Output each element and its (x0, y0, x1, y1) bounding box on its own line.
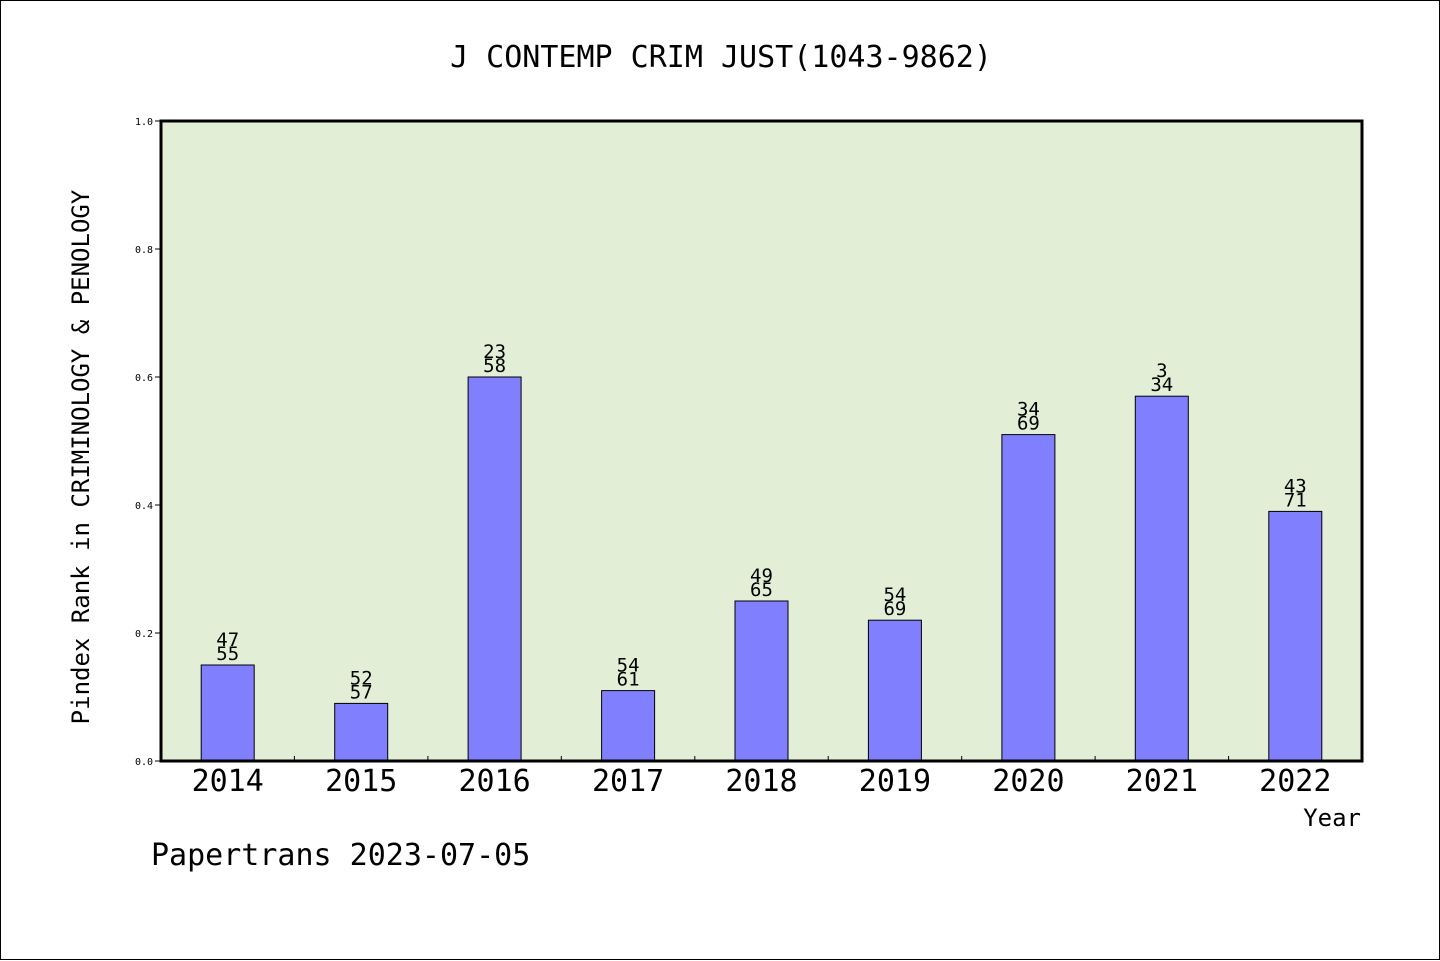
plot-border (159, 119, 1364, 763)
x-axis-label: Year (1303, 804, 1361, 832)
bar-2015 (334, 702, 389, 762)
bar-2022 (1268, 510, 1323, 762)
footer-credit: Papertrans 2023-07-05 (151, 838, 530, 873)
bar-2021 (1134, 395, 1189, 762)
y-tick-label: 1.0 (135, 117, 153, 128)
x-tick-label-2016: 2016 (458, 764, 530, 799)
bar-label-top-2015: 52 (350, 667, 373, 689)
bar-label-bottom-2015: 57 (350, 681, 373, 703)
x-tick-label-2022: 2022 (1259, 764, 1331, 799)
bar-label-top-2019: 54 (883, 584, 906, 606)
y-axis-label: Pindex Rank in CRIMINOLOGY & PENOLOGY (67, 189, 95, 724)
x-tick-label-2021: 2021 (1126, 764, 1198, 799)
y-tick-label: 0.0 (135, 757, 153, 768)
x-tick-label-2018: 2018 (725, 764, 797, 799)
bar-label-bottom-2018: 65 (750, 579, 773, 601)
bar-2020 (1001, 434, 1056, 762)
y-tick-label: 0.6 (135, 373, 153, 384)
bar-label-top-2020: 34 (1017, 399, 1040, 421)
chart-title: J CONTEMP CRIM JUST(1043-9862) (450, 40, 992, 75)
x-tick-label-2014: 2014 (192, 764, 264, 799)
y-tick-label: 0.8 (135, 245, 153, 256)
bar-label-bottom-2021: 34 (1150, 374, 1173, 396)
bar-label-bottom-2019: 69 (883, 598, 906, 620)
bar-label-bottom-2020: 69 (1017, 413, 1040, 435)
bar-2018 (734, 600, 789, 762)
bar-2016 (467, 376, 522, 762)
bar-label-bottom-2014: 55 (216, 643, 239, 665)
bar-label-top-2014: 47 (216, 629, 239, 651)
ticks-group: 2014 2015 2016 2017 2018 2019 2020 2021 2022 0.0 0… (135, 117, 1331, 799)
x-tick-label-2020: 2020 (992, 764, 1064, 799)
y-tick-label: 0.4 (135, 501, 153, 512)
bar-label-top-2016: 23 (483, 341, 506, 363)
bar-label-bottom-2022: 71 (1284, 489, 1307, 511)
x-tick-label-2017: 2017 (592, 764, 664, 799)
bar-label-bottom-2016: 58 (483, 355, 506, 377)
bar-label-top-2022: 43 (1284, 475, 1307, 497)
bar-label-bottom-2017: 61 (617, 669, 640, 691)
bar-2017 (601, 690, 656, 762)
bar-2019 (867, 619, 922, 762)
bar-label-top-2018: 49 (750, 565, 773, 587)
y-tick-label: 0.2 (135, 629, 153, 640)
bar-label-top-2017: 54 (617, 655, 640, 677)
bar-label-top-2021: 3 (1156, 360, 1167, 382)
x-tick-label-2019: 2019 (859, 764, 931, 799)
x-tick-label-2015: 2015 (325, 764, 397, 799)
bar-2014 (200, 664, 255, 762)
